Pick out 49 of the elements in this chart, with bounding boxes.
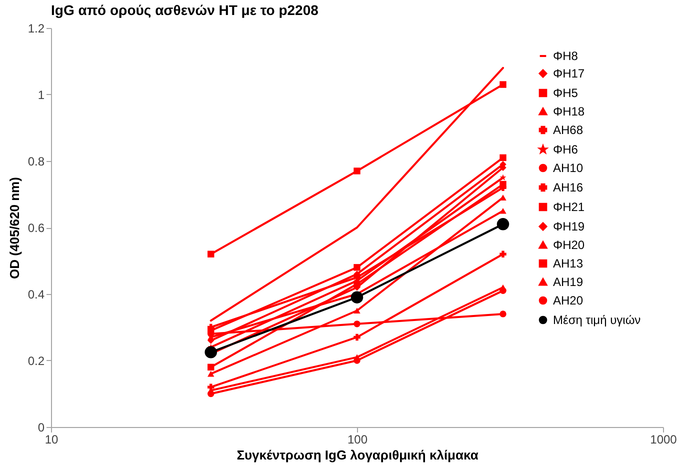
point (204, 346, 217, 358)
legend-label: AH16 (553, 180, 584, 194)
legend-label: ΦH19 (553, 220, 585, 234)
point (350, 291, 364, 304)
legend-label: ΦH5 (553, 86, 578, 100)
point (354, 320, 360, 328)
point (354, 280, 360, 288)
point (500, 310, 506, 318)
legend-label: ΦH8 (553, 49, 578, 63)
legend-label: ΦH6 (553, 142, 578, 156)
legend-label: Μέση τιμή υγιών (553, 313, 641, 327)
y-axis-title: OD (405/620 nm) (6, 177, 22, 279)
x-tick-label: 1000 (650, 432, 678, 446)
point (500, 81, 506, 88)
point (354, 354, 360, 360)
point (354, 168, 360, 174)
legend-label: AH10 (553, 161, 584, 175)
legend-label: AH13 (553, 256, 584, 270)
y-tick-label: 0.4 (28, 288, 45, 302)
point (208, 370, 214, 377)
y-tick-label: 0.6 (28, 221, 45, 235)
point (500, 284, 506, 290)
y-tick-label: 0.2 (28, 354, 45, 368)
point (208, 364, 214, 371)
x-axis-title: Συγκέντρωση IgG λογαριθμική κλίμακα (236, 448, 478, 462)
legend-label: ΦH17 (553, 66, 585, 80)
point (500, 154, 506, 162)
y-tick-label: 0.8 (28, 154, 45, 168)
legend-label: AH68 (553, 123, 584, 137)
y-tick-label: 0 (38, 420, 45, 434)
point (354, 334, 360, 341)
x-tick-label: 100 (347, 432, 368, 446)
legend-label: AH20 (553, 294, 584, 308)
legend-label: ΦH18 (553, 104, 585, 118)
legend-label: AH19 (553, 275, 584, 289)
legend-label: ΦH21 (553, 200, 585, 214)
y-tick-label: 1 (38, 88, 45, 102)
point (500, 194, 506, 200)
x-tick-label: 10 (44, 432, 58, 446)
y-tick-label: 1.2 (28, 22, 45, 36)
point (500, 174, 506, 180)
legend-label: ΦH20 (553, 238, 585, 252)
point (208, 250, 214, 258)
point (496, 218, 510, 230)
point (354, 264, 360, 271)
point (354, 308, 360, 314)
point (500, 180, 506, 188)
point (500, 250, 506, 258)
chart-title: IgG από ορούς ασθενών HT με το p2208 (51, 2, 319, 18)
